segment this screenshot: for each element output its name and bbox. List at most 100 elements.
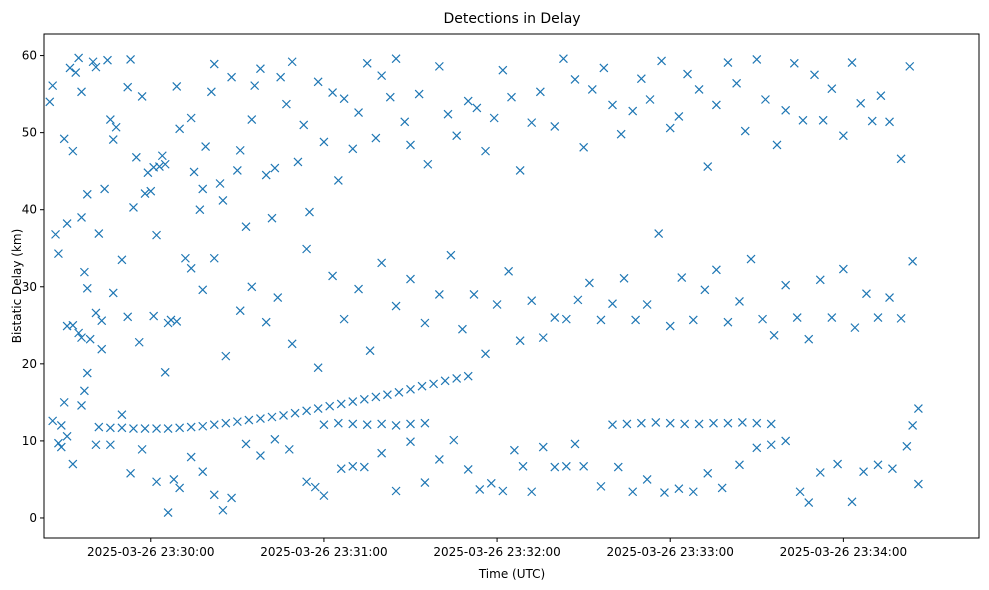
- data-point: [815, 468, 825, 477]
- data-point: [160, 367, 170, 377]
- y-axis-label: Bistatic Delay (km): [10, 229, 24, 344]
- x-tick-label: 2025-03-26 23:34:00: [780, 545, 907, 559]
- data-point: [665, 321, 675, 331]
- data-point: [261, 170, 271, 180]
- data-point: [336, 399, 346, 409]
- data-point: [833, 459, 843, 469]
- data-point: [596, 315, 606, 325]
- data-point: [146, 186, 156, 196]
- data-point: [62, 431, 72, 441]
- data-point: [382, 390, 392, 400]
- data-point: [818, 115, 828, 125]
- data-point: [129, 424, 138, 433]
- data-point: [241, 222, 251, 232]
- data-point: [481, 146, 490, 156]
- data-point: [550, 313, 560, 323]
- data-point: [694, 85, 704, 94]
- data-point: [45, 97, 55, 107]
- data-point: [155, 162, 164, 171]
- data-point: [789, 58, 799, 68]
- data-point: [628, 106, 638, 116]
- data-point: [527, 296, 537, 306]
- data-point: [515, 336, 525, 346]
- data-point: [348, 144, 358, 154]
- data-point: [189, 167, 199, 177]
- data-point: [645, 95, 655, 104]
- data-point: [218, 196, 228, 205]
- data-point: [354, 284, 363, 294]
- data-point: [198, 467, 208, 477]
- data-point: [527, 487, 537, 497]
- data-point: [172, 81, 182, 91]
- data-point: [91, 440, 101, 450]
- data-point: [235, 306, 245, 316]
- data-point: [406, 384, 415, 394]
- data-point: [838, 131, 848, 141]
- data-point: [885, 293, 894, 302]
- data-point: [385, 92, 395, 102]
- data-point: [400, 117, 410, 127]
- data-point: [735, 296, 744, 306]
- data-point: [449, 435, 459, 445]
- data-point: [414, 89, 424, 99]
- data-point: [550, 122, 560, 131]
- data-point: [305, 207, 314, 217]
- y-tick-label: 0: [29, 511, 37, 525]
- data-point: [700, 285, 710, 295]
- data-point: [859, 467, 868, 477]
- data-point: [527, 118, 537, 128]
- data-point: [339, 94, 349, 104]
- data-point: [313, 363, 323, 373]
- data-point: [781, 436, 791, 446]
- x-tick-label: 2025-03-26 23:30:00: [87, 545, 214, 559]
- data-point: [538, 442, 548, 452]
- data-point: [584, 278, 594, 288]
- data-point: [642, 475, 652, 484]
- data-point: [126, 55, 135, 64]
- data-point: [463, 371, 473, 381]
- data-point: [847, 497, 857, 507]
- data-point: [781, 105, 791, 115]
- data-point: [354, 108, 363, 118]
- data-point: [913, 479, 923, 489]
- data-point: [665, 418, 675, 428]
- data-point: [68, 146, 78, 156]
- data-point: [325, 401, 335, 411]
- data-point: [88, 57, 98, 67]
- data-point: [244, 415, 254, 425]
- data-point: [256, 64, 265, 74]
- data-point: [469, 290, 479, 299]
- data-point: [365, 346, 375, 356]
- data-point: [77, 212, 86, 222]
- data-point: [77, 333, 86, 343]
- data-point: [905, 61, 915, 71]
- data-point: [888, 464, 897, 474]
- data-point: [406, 419, 415, 429]
- data-point: [140, 189, 150, 198]
- data-point: [642, 300, 652, 309]
- data-point: [660, 488, 669, 497]
- data-point: [711, 100, 721, 110]
- data-point: [377, 448, 387, 458]
- data-point: [657, 56, 666, 66]
- data-point: [105, 440, 115, 450]
- data-point: [579, 142, 589, 152]
- data-point: [180, 253, 190, 263]
- data-point: [746, 254, 756, 264]
- data-point: [550, 462, 560, 472]
- data-point: [804, 498, 814, 507]
- data-point: [273, 293, 283, 302]
- data-point: [74, 328, 84, 338]
- data-point: [371, 392, 381, 402]
- data-point: [59, 397, 69, 407]
- data-point: [333, 418, 343, 428]
- data-point: [65, 63, 75, 73]
- data-point: [328, 88, 338, 97]
- data-point: [850, 323, 860, 333]
- data-point: [377, 258, 387, 268]
- data-point: [74, 53, 84, 63]
- data-point: [847, 58, 857, 67]
- data-point: [781, 280, 791, 290]
- data-point: [873, 313, 883, 323]
- data-point: [463, 464, 473, 474]
